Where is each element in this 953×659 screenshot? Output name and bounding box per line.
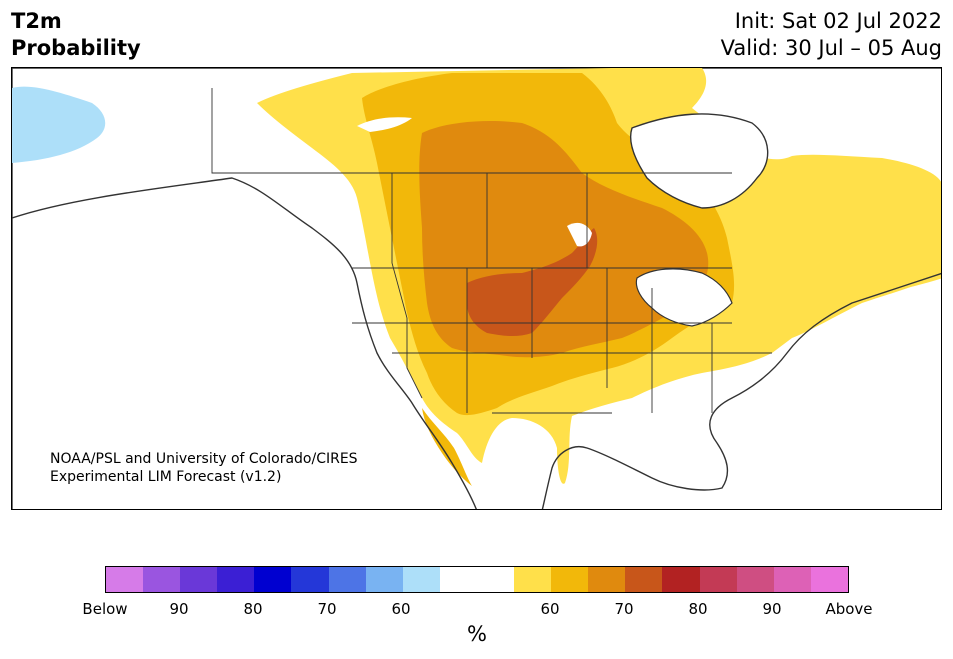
colorbar-tick-label: 70 (317, 600, 337, 618)
colorbar (105, 566, 849, 593)
colorbar-tick-label: 60 (391, 600, 411, 618)
colorbar-cell (662, 567, 700, 592)
map-title: T2m Probability (11, 8, 141, 62)
colorbar-tick-label: Below (82, 600, 128, 618)
forecast-map: NOAA/PSL and University of Colorado/CIRE… (11, 67, 942, 510)
credit-line-2: Experimental LIM Forecast (v1.2) (50, 469, 282, 485)
colorbar-tick-label: 80 (243, 600, 263, 618)
colorbar-cell (180, 567, 218, 592)
colorbar-tick-label: Above (825, 600, 873, 618)
colorbar-cell (439, 567, 477, 592)
colorbar-tick-label: 90 (762, 600, 782, 618)
colorbar-tick-label: 60 (540, 600, 560, 618)
colorbar-cell (551, 567, 589, 592)
colorbar-cell (365, 567, 403, 592)
hudson-bay (630, 113, 769, 209)
credit-text: NOAA/PSL and University of Colorado/CIRE… (50, 450, 358, 486)
init-date: Init: Sat 02 Jul 2022 (734, 9, 942, 33)
colorbar-unit: % (467, 622, 487, 646)
great-lakes (635, 268, 733, 327)
colorbar-cell (736, 567, 774, 592)
colorbar-cell (402, 567, 440, 592)
colorbar-tick-label: 80 (688, 600, 708, 618)
colorbar-tick-label: 90 (169, 600, 189, 618)
lake-winnipeg (567, 222, 592, 247)
product-name: Probability (11, 36, 141, 60)
east-coastline (541, 272, 941, 509)
colorbar-cell (143, 567, 181, 592)
date-block: Init: Sat 02 Jul 2022 Valid: 30 Jul – 05… (721, 8, 942, 62)
colorbar-cell (328, 567, 366, 592)
colorbar-cell (625, 567, 663, 592)
below-region-alaska (12, 86, 106, 163)
political-borders (211, 88, 772, 414)
credit-line-1: NOAA/PSL and University of Colorado/CIRE… (50, 451, 358, 467)
west-coastline (12, 177, 477, 509)
colorbar-tick-label: 70 (614, 600, 634, 618)
colorbar-cell (810, 567, 848, 592)
map-svg (12, 68, 941, 509)
colorbar-cell (291, 567, 329, 592)
prob-60-quebec (763, 162, 941, 310)
colorbar-cell (106, 567, 144, 592)
valid-range: Valid: 30 Jul – 05 Aug (720, 36, 942, 60)
variable-name: T2m (11, 9, 62, 33)
colorbar-cell (773, 567, 811, 592)
colorbar-cell (699, 567, 737, 592)
prob-65-mexico (422, 408, 472, 486)
colorbar-cell (588, 567, 626, 592)
colorbar-cell (254, 567, 292, 592)
colorbar-cell (476, 567, 515, 592)
colorbar-cell (217, 567, 255, 592)
great-slave-lake (357, 117, 412, 132)
colorbar-cell (514, 567, 552, 592)
